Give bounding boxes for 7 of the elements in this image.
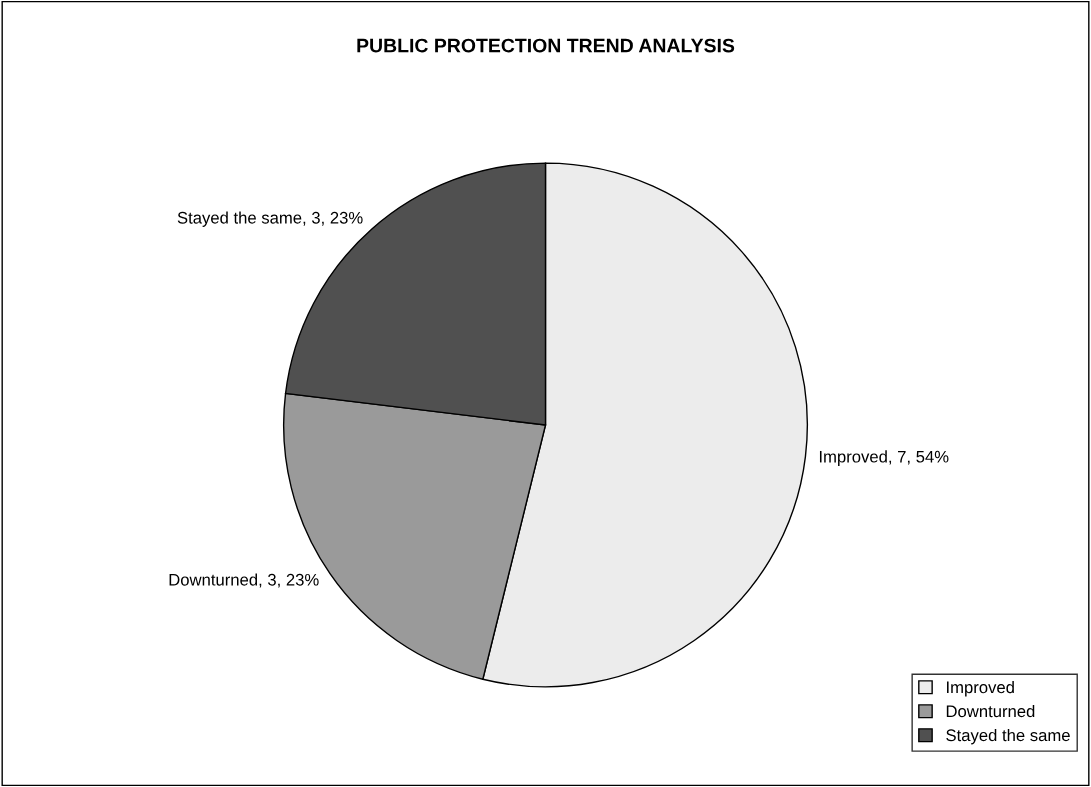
data-label: Improved, 7, 54% — [819, 450, 949, 466]
chart-title: PUBLIC PROTECTION TREND ANALYSIS — [357, 38, 735, 53]
legend-label: Improved — [947, 681, 1014, 697]
legend-label: Stayed the same — [946, 728, 1070, 745]
data-label: Downturned, 3, 23% — [169, 573, 319, 588]
legend-label: Downturned — [946, 704, 1035, 718]
data-label: Stayed the same, 3, 23% — [177, 211, 363, 227]
